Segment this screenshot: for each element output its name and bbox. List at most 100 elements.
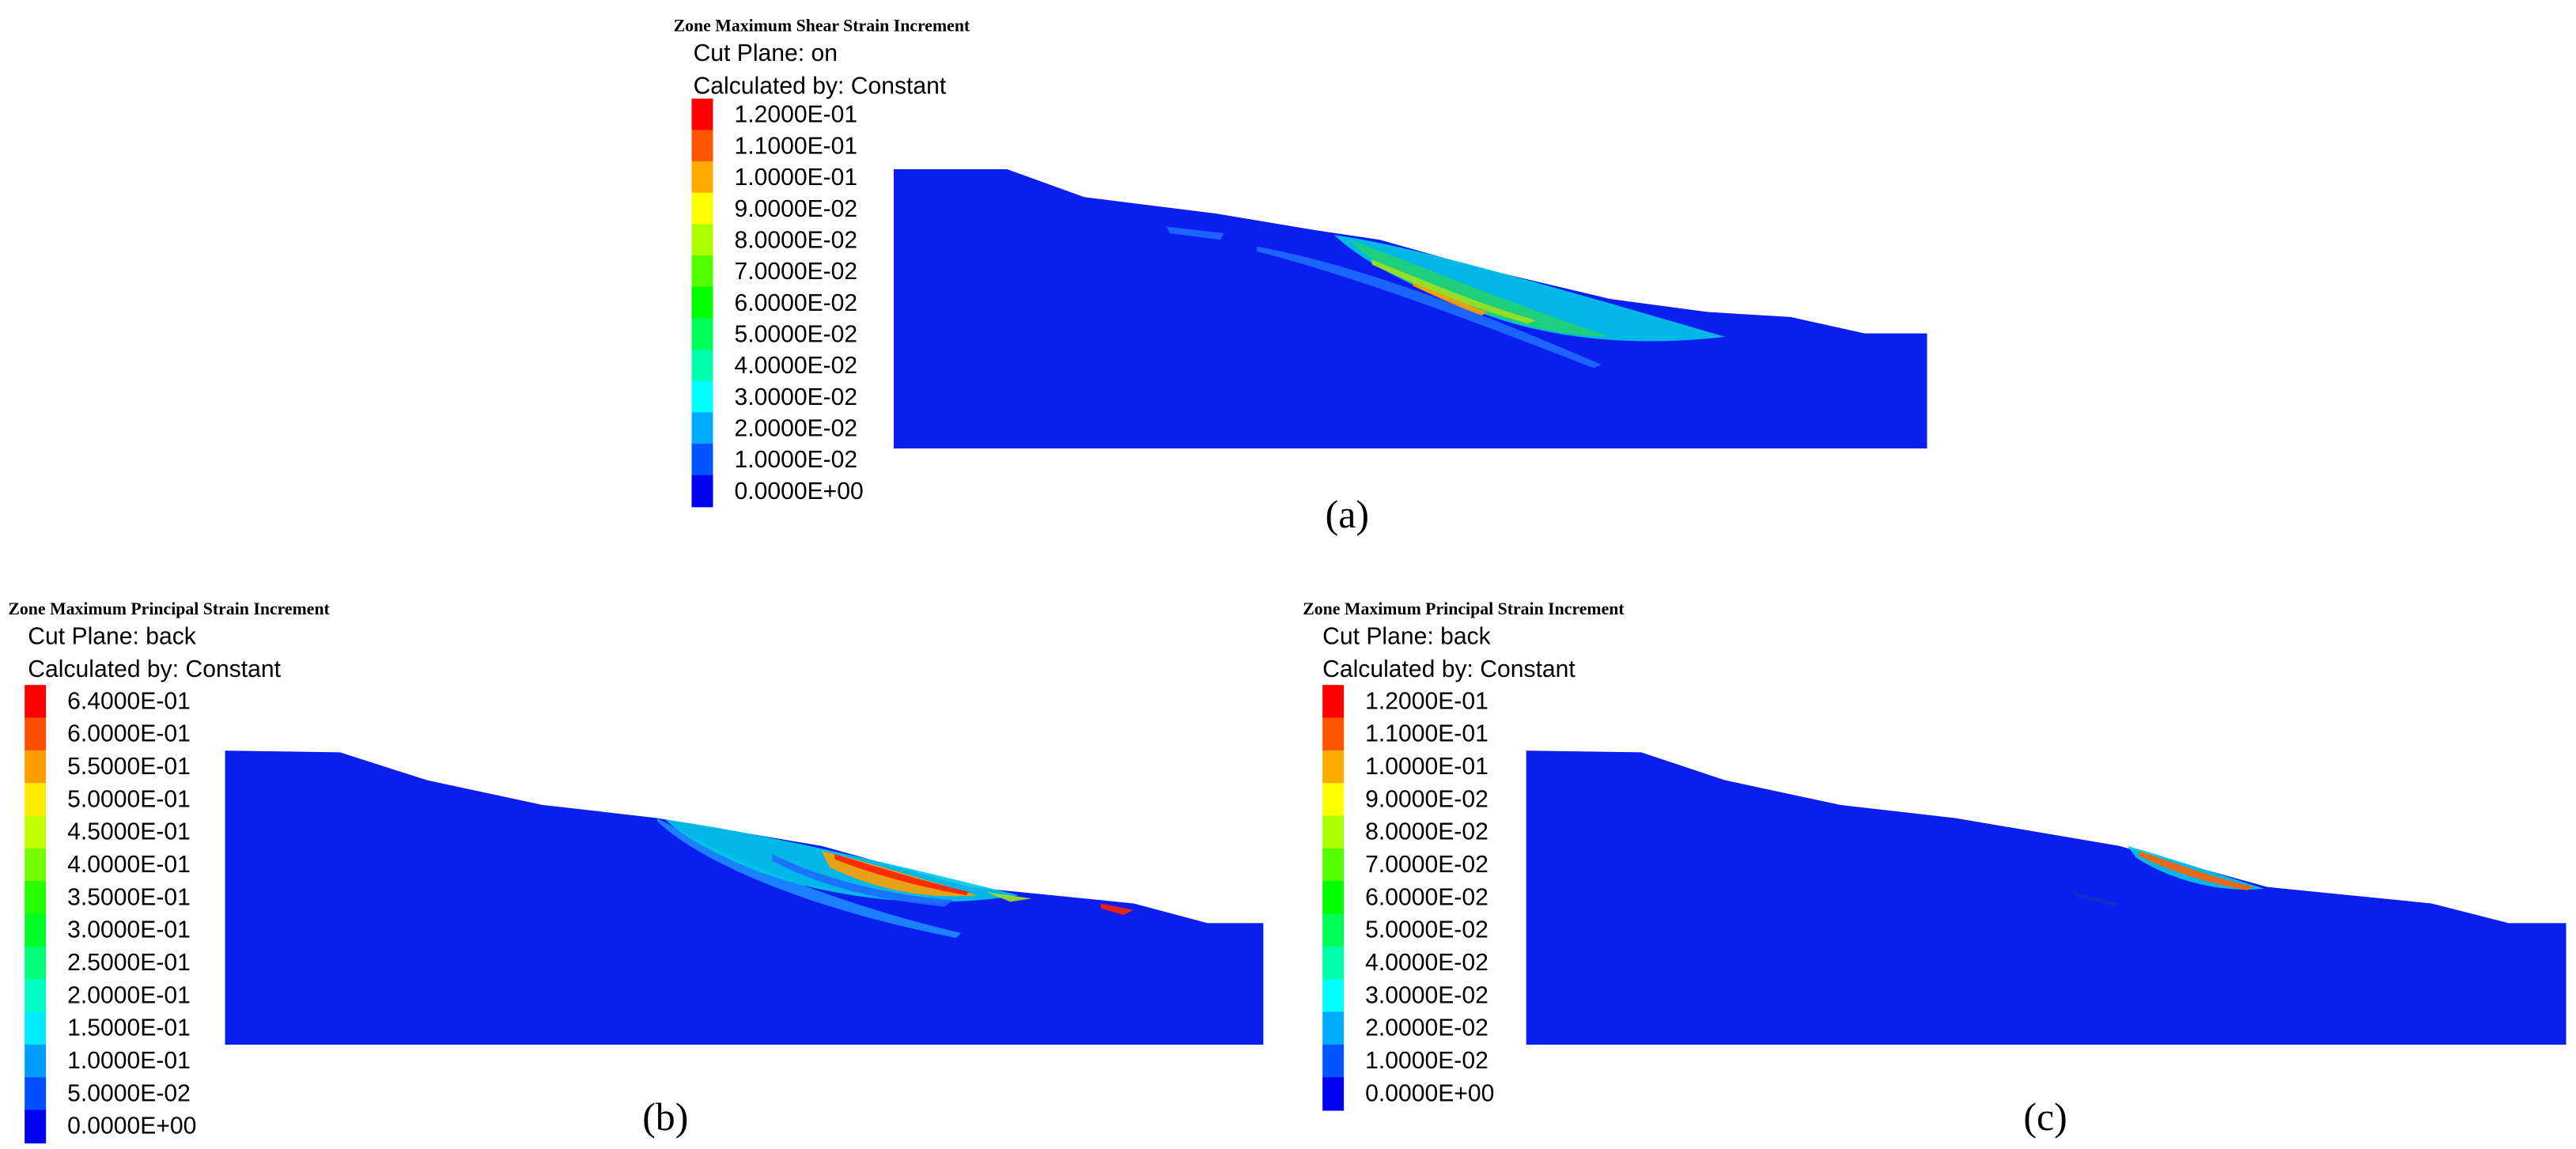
legend-swatch — [1322, 717, 1345, 751]
legend-swatch — [691, 412, 713, 445]
legend-label: 8.0000E-02 — [1365, 819, 1488, 845]
legend-swatch — [1322, 913, 1345, 947]
legend-swatch — [25, 1109, 47, 1143]
legend-swatch — [1322, 1044, 1345, 1079]
legend-label: 7.0000E-02 — [1365, 852, 1488, 878]
legend-label: 3.0000E-02 — [734, 384, 857, 410]
caption: (c) — [2023, 1095, 2067, 1139]
legend-label: 0.0000E+00 — [1365, 1080, 1494, 1106]
legend-swatch — [25, 685, 47, 719]
panel: Zone Maximum Principal Strain Increment C… — [8, 599, 1264, 1143]
legend-label: 5.0000E-01 — [67, 786, 191, 812]
strain-zone — [985, 891, 1032, 902]
legend-swatch — [1322, 946, 1345, 981]
legend-swatch — [25, 979, 47, 1013]
strain-zone — [1333, 235, 1726, 342]
legend-swatch — [1322, 685, 1345, 719]
strain-zone — [656, 818, 962, 939]
strain-zone — [1257, 246, 1602, 369]
legend-label: 6.0000E-02 — [1365, 884, 1488, 910]
legend-label: 1.5000E-01 — [67, 1015, 191, 1041]
legend-title: Zone Maximum Principal Strain Increment — [1303, 599, 1625, 618]
legend-swatch — [25, 815, 47, 849]
legend-label: 1.0000E-02 — [1365, 1048, 1488, 1074]
legend-label: 5.0000E-02 — [1365, 917, 1488, 943]
caption: (b) — [642, 1095, 688, 1139]
legend-swatch — [1322, 815, 1345, 849]
legend-swatch — [691, 224, 713, 257]
legend-label: 4.0000E-01 — [67, 852, 191, 878]
legend-label: 7.0000E-02 — [734, 259, 857, 285]
legend-label: 4.5000E-01 — [67, 819, 191, 845]
strain-zone — [1166, 226, 1224, 240]
calculated-by: Calculated by: Constant — [1322, 656, 1575, 682]
legend-swatch — [1322, 783, 1345, 817]
legend-title: Zone Maximum Shear Strain Increment — [674, 16, 970, 35]
legend-swatch — [25, 946, 47, 981]
strain-zone — [2073, 891, 2120, 907]
legend-label: 6.0000E-01 — [67, 721, 191, 747]
legend-label: 1.0000E-02 — [734, 447, 857, 473]
model-body — [1526, 750, 2567, 1045]
legend-swatch — [691, 255, 713, 288]
strain-zone — [2139, 850, 2254, 890]
strain-zone — [772, 854, 953, 907]
legend-swatch — [1322, 848, 1345, 883]
legend-label: 6.0000E-02 — [734, 290, 857, 316]
strain-zone — [1371, 259, 1537, 324]
legend-swatch — [25, 750, 47, 784]
legend-label: 0.0000E+00 — [734, 478, 863, 505]
caption: (a) — [1326, 493, 1369, 536]
legend-label: 4.0000E-02 — [734, 353, 857, 379]
legend-label: 3.5000E-01 — [67, 884, 191, 910]
legend-swatch — [25, 848, 47, 883]
legend-label: 6.4000E-01 — [67, 688, 191, 714]
legend-label: 3.0000E-01 — [67, 917, 191, 943]
calculated-by: Calculated by: Constant — [694, 73, 947, 99]
strain-zone — [1413, 282, 1487, 316]
legend-swatch — [1322, 979, 1345, 1013]
cut-plane: Cut Plane: back — [28, 623, 197, 649]
legend-label: 3.0000E-02 — [1365, 982, 1488, 1008]
legend-swatch — [25, 1044, 47, 1079]
legend-label: 2.5000E-01 — [67, 950, 191, 976]
legend-label: 1.0000E-01 — [734, 164, 857, 191]
legend-swatch — [691, 286, 713, 319]
legend-label: 8.0000E-02 — [734, 227, 857, 253]
legend-swatch — [691, 380, 713, 414]
legend-label: 2.0000E-02 — [1365, 1015, 1488, 1041]
cut-plane: Cut Plane: on — [694, 40, 838, 66]
model-body — [893, 168, 1927, 449]
legend-label: 1.0000E-01 — [1365, 754, 1488, 780]
strain-zone — [1100, 903, 1134, 915]
legend-swatch — [25, 1011, 47, 1045]
legend-label: 2.0000E-02 — [734, 415, 857, 441]
legend-label: 1.2000E-01 — [1365, 688, 1488, 714]
legend-swatch — [691, 474, 713, 508]
legend-swatch — [691, 444, 713, 476]
legend-label: 1.0000E-01 — [67, 1048, 191, 1074]
legend-label: 5.0000E-02 — [734, 321, 857, 347]
strain-zone — [834, 854, 970, 896]
cut-plane: Cut Plane: back — [1322, 623, 1492, 649]
legend-swatch — [691, 161, 713, 194]
panel: Zone Maximum Principal Strain Increment C… — [1303, 599, 2567, 1139]
legend-label: 1.1000E-01 — [734, 133, 857, 159]
legend-label: 5.5000E-01 — [67, 754, 191, 780]
legend-label: 9.0000E-02 — [734, 196, 857, 222]
legend-swatch — [25, 1077, 47, 1111]
legend-swatch — [1322, 881, 1345, 915]
legend-swatch — [691, 192, 713, 225]
legend-swatch — [691, 350, 713, 382]
legend-swatch — [691, 318, 713, 351]
model-body — [225, 750, 1264, 1045]
legend-label: 4.0000E-02 — [1365, 950, 1488, 976]
panel: Zone Maximum Shear Strain Increment Cut P… — [674, 16, 1927, 536]
legend-title: Zone Maximum Principal Strain Increment — [8, 599, 330, 618]
legend-label: 5.0000E-02 — [67, 1080, 191, 1106]
legend-label: 9.0000E-02 — [1365, 786, 1488, 812]
legend-swatch — [1322, 1077, 1345, 1111]
legend-swatch — [1322, 750, 1345, 784]
